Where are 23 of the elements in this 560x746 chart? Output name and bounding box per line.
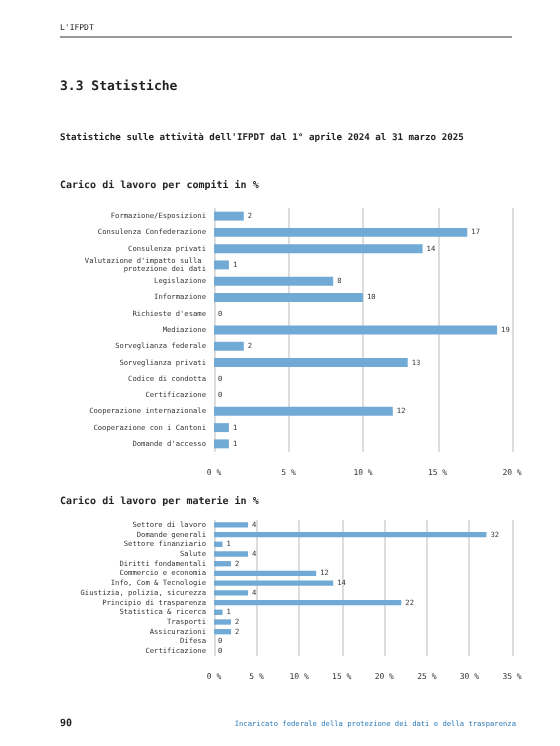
bar (214, 580, 334, 586)
bar (214, 423, 229, 433)
bar (214, 276, 334, 286)
bar (214, 439, 229, 449)
bar (214, 541, 223, 547)
bar (214, 590, 249, 596)
bar (214, 599, 402, 606)
bar (214, 531, 487, 538)
bar (214, 406, 393, 416)
bar (214, 227, 468, 237)
bar (214, 570, 317, 577)
bar (214, 260, 229, 270)
bar (214, 522, 249, 528)
bar (214, 358, 408, 368)
bar (214, 629, 232, 635)
bar (214, 561, 232, 567)
bar (214, 244, 423, 254)
bar (214, 211, 244, 221)
bar (214, 609, 223, 615)
bar (214, 341, 244, 351)
bar (214, 551, 249, 557)
bar (214, 292, 363, 302)
bar (214, 619, 232, 625)
